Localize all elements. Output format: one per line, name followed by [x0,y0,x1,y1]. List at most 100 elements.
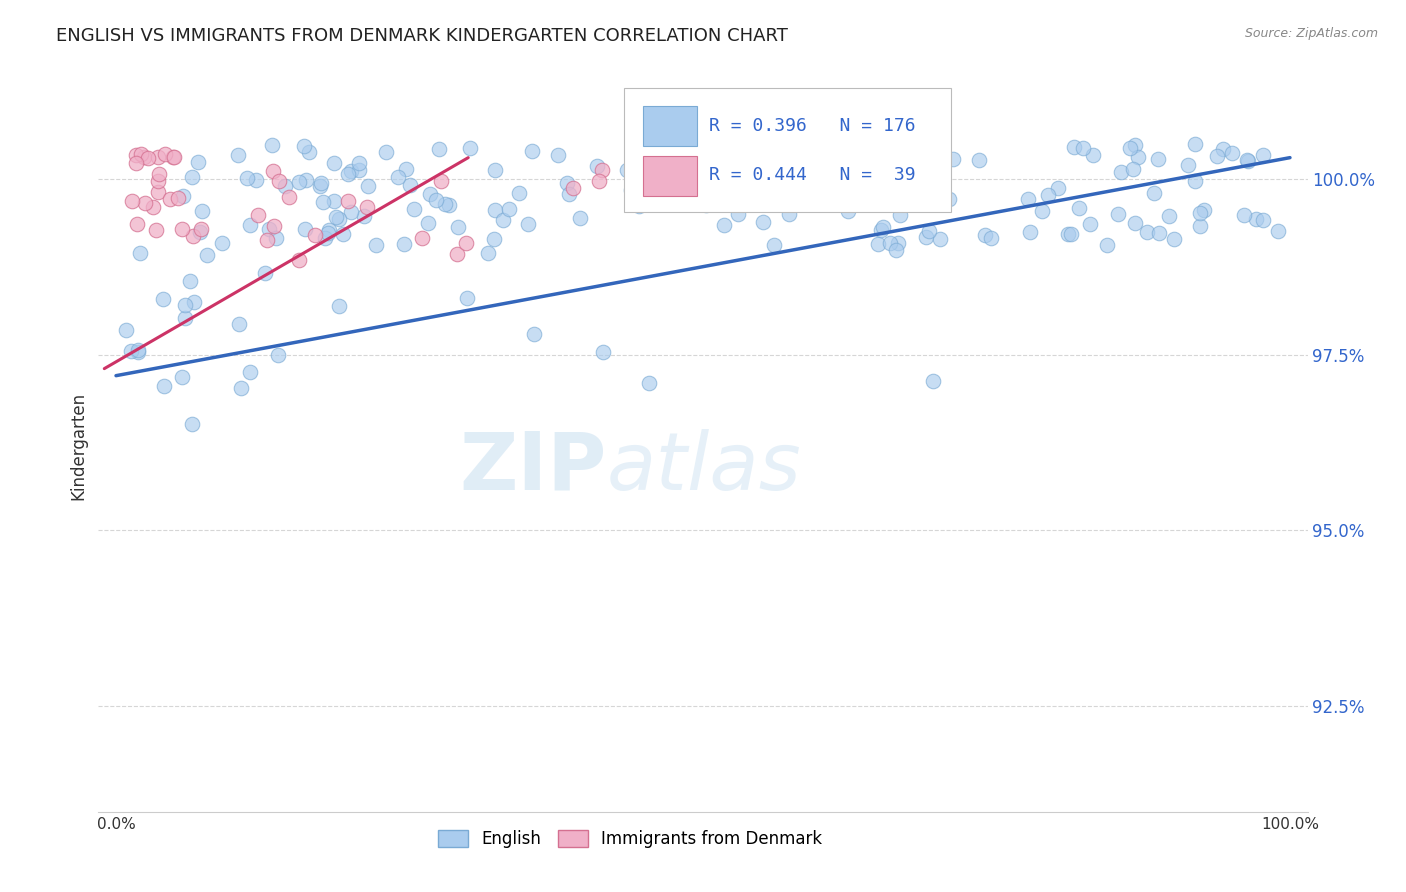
Point [162,150,184,164]
Point [259,221,281,235]
Point [1232,208,1254,222]
Point [1157,210,1180,224]
FancyBboxPatch shape [643,155,697,196]
Point [325,210,347,224]
Point [226,147,249,161]
Point [328,299,350,313]
Point [416,216,439,230]
Point [1036,188,1059,202]
Point [1071,141,1094,155]
Point [1192,202,1215,217]
Point [884,244,907,258]
Point [1220,146,1243,161]
Point [1119,141,1142,155]
Point [523,327,546,342]
Point [901,172,924,186]
Point [136,151,159,165]
Point [267,174,290,188]
Point [159,192,181,206]
Point [713,219,735,233]
Point [482,232,505,246]
Point [1147,152,1170,166]
Point [318,223,340,237]
Point [425,194,447,208]
Point [592,345,614,359]
Point [146,174,169,188]
Point [447,220,470,235]
Point [869,165,891,179]
Point [172,221,194,235]
Point [264,231,287,245]
Point [309,176,332,190]
Point [889,208,911,222]
Point [347,156,370,170]
Text: R = 0.396   N = 176: R = 0.396 N = 176 [709,117,915,135]
Point [921,374,943,388]
Point [121,194,143,208]
Point [727,207,749,221]
Point [395,161,418,176]
Point [886,235,908,250]
Text: Source: ZipAtlas.com: Source: ZipAtlas.com [1244,27,1378,40]
Point [477,246,499,260]
Point [889,148,911,162]
Point [439,198,461,212]
Point [517,217,540,231]
Point [938,193,960,207]
Text: ENGLISH VS IMMIGRANTS FROM DENMARK KINDERGARTEN CORRELATION CHART: ENGLISH VS IMMIGRANTS FROM DENMARK KINDE… [56,27,789,45]
Point [228,317,250,331]
Point [146,186,169,200]
Point [366,238,388,252]
Point [1251,148,1274,162]
Point [239,218,262,232]
Point [146,150,169,164]
Point [751,215,773,229]
Point [547,148,569,162]
Point [328,211,350,226]
Point [889,178,911,193]
Point [1147,227,1170,241]
Point [211,235,233,250]
Point [323,194,346,209]
Point [353,209,375,223]
Point [872,219,894,234]
Point [1097,237,1119,252]
Point [292,139,315,153]
Point [568,211,591,225]
Text: ZIP: ZIP [458,429,606,507]
Point [1047,181,1070,195]
Point [942,152,965,166]
Point [145,223,167,237]
Point [125,148,148,162]
Point [1163,231,1185,245]
Point [763,238,786,252]
Point [187,154,209,169]
Point [357,179,380,194]
Point [163,150,186,164]
Point [387,169,409,184]
Point [628,199,651,213]
Point [456,291,478,305]
Point [332,227,354,241]
Point [1057,227,1080,241]
Point [1136,225,1159,239]
Point [1123,138,1146,153]
Point [173,189,195,203]
Point [967,153,990,167]
Point [134,196,156,211]
Point [132,150,155,164]
Point [277,189,299,203]
Point [1267,224,1289,238]
Point [456,235,478,250]
Point [262,164,284,178]
Point [247,208,270,222]
Point [127,217,149,231]
Point [148,167,170,181]
Point [914,230,936,244]
Point [263,219,285,234]
Point [638,376,661,390]
Y-axis label: Kindergarten: Kindergarten [69,392,87,500]
Point [312,195,335,210]
Point [869,223,891,237]
Point [399,178,422,193]
